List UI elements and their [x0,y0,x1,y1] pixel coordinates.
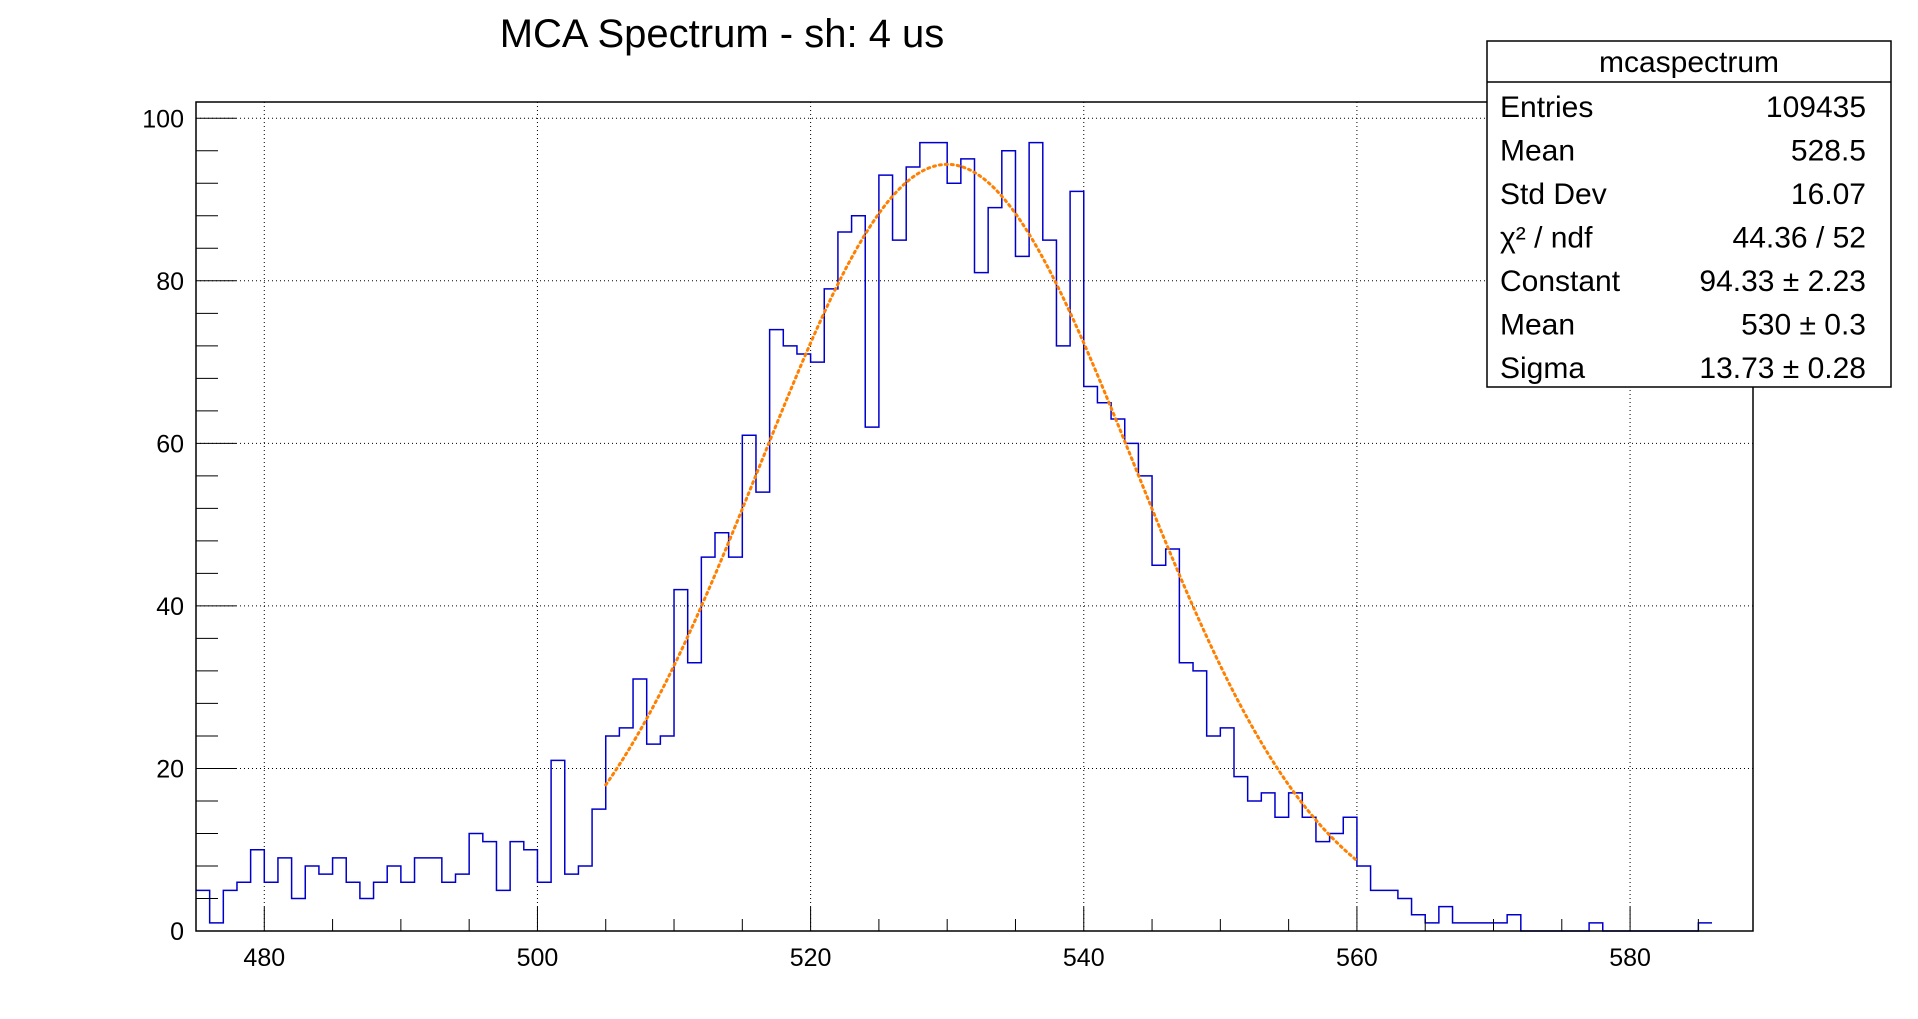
x-tick-label: 540 [1063,944,1105,972]
x-tick-label: 560 [1336,944,1378,972]
x-tick-label: 520 [790,944,832,972]
stats-row-label: Std Dev [1500,178,1607,211]
stats-row-label: Mean [1500,309,1575,342]
stats-box-frame [1486,40,1892,388]
stats-box: mcaspectrum Entries 109435 Mean 528.5 Std De… [1486,40,1892,388]
y-tick-label: 40 [156,593,184,621]
stats-row-label: Entries [1500,91,1593,124]
y-tick-label: 0 [170,918,184,946]
y-tick-label: 60 [156,430,184,458]
stats-row-value: 44.36 / 52 [1733,222,1866,255]
stats-row-value: 530 ± 0.3 [1741,309,1866,342]
stats-row-label: χ² / ndf [1500,222,1593,255]
stats-row-value: 109435 [1766,91,1866,124]
stats-row-value: 528.5 [1791,135,1866,168]
y-tick-label: 80 [156,268,184,296]
stats-row-value: 16.07 [1791,178,1866,211]
y-tick-label: 100 [142,105,184,133]
histogram-line [196,141,1713,932]
x-tick-label: 480 [243,944,285,972]
plot-area-border [195,101,1754,932]
stats-row-value: 13.73 ± 0.28 [1699,352,1866,385]
histogram-series [196,141,1713,932]
stats-box-title: mcaspectrum [1599,46,1779,79]
chart-title: MCA Spectrum - sh: 4 us [500,12,945,56]
gaussian-fit-curve [604,162,1359,863]
axis-ticks [196,117,1699,932]
stats-row-label: Constant [1500,265,1621,298]
x-tick-label: 580 [1609,944,1651,972]
stats-row-value: 94.33 ± 2.23 [1699,265,1866,298]
tick-labels: 480 500 520 540 560 580 0 20 40 60 80 100 [142,105,1651,972]
fit-curve-layer [604,162,1359,863]
y-tick-label: 20 [156,755,184,783]
stats-row-label: Sigma [1500,352,1585,385]
x-tick-label: 500 [517,944,559,972]
plot-frame [195,101,1754,932]
stats-row-label: Mean [1500,135,1575,168]
